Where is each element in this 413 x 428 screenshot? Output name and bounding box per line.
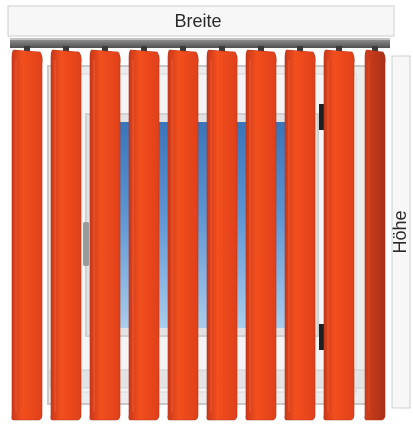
head-rail-highlight bbox=[10, 38, 390, 40]
slat-1 bbox=[11, 49, 43, 421]
window-handle bbox=[83, 222, 89, 266]
slat-carrier-1 bbox=[24, 46, 30, 52]
slat-6 bbox=[206, 49, 238, 421]
window-hinge-bottom bbox=[319, 324, 324, 350]
slat-carrier-7 bbox=[258, 46, 264, 52]
slat-carriers bbox=[24, 46, 378, 52]
slat-carrier-10 bbox=[372, 46, 378, 52]
slat-9 bbox=[323, 49, 355, 421]
slat-5 bbox=[167, 49, 199, 421]
slat-4 bbox=[128, 49, 160, 421]
height-label: Höhe bbox=[390, 210, 410, 253]
window-hinge-top bbox=[319, 104, 324, 130]
height-label-box bbox=[391, 55, 411, 409]
slat-3 bbox=[89, 49, 121, 421]
slat-8 bbox=[284, 49, 316, 421]
width-label-box bbox=[7, 5, 395, 37]
slat-2 bbox=[50, 49, 82, 421]
slat-carrier-4 bbox=[141, 46, 147, 52]
slat-carrier-9 bbox=[336, 46, 342, 52]
width-label: Breite bbox=[174, 11, 221, 31]
vertical-slats bbox=[11, 49, 386, 421]
slat-7 bbox=[245, 49, 277, 421]
slat-carrier-3 bbox=[102, 46, 108, 52]
slat-carrier-6 bbox=[219, 46, 225, 52]
slat-carrier-2 bbox=[63, 46, 69, 52]
head-rail bbox=[10, 38, 390, 48]
slat-10 bbox=[364, 49, 386, 421]
slat-carrier-8 bbox=[297, 46, 303, 52]
slat-carrier-5 bbox=[180, 46, 186, 52]
